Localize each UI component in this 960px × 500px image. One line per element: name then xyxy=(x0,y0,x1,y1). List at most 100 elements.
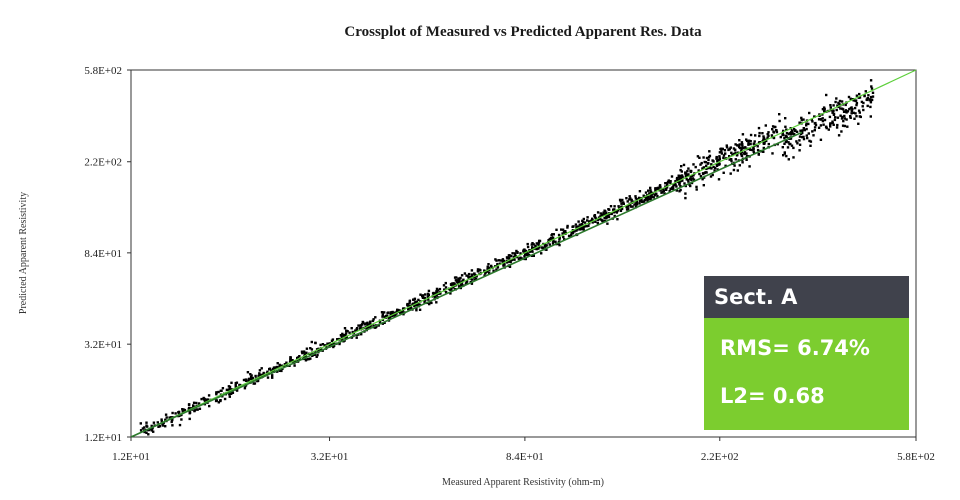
data-point xyxy=(239,383,242,387)
data-point xyxy=(381,313,384,316)
data-point xyxy=(862,101,865,105)
data-point xyxy=(431,292,435,295)
data-point xyxy=(600,213,603,217)
data-point xyxy=(188,417,191,421)
data-point xyxy=(653,194,656,197)
data-point xyxy=(834,116,837,119)
data-point xyxy=(449,292,452,295)
data-point xyxy=(283,364,286,368)
data-point xyxy=(811,130,814,133)
data-point xyxy=(823,118,827,122)
data-point xyxy=(626,205,630,208)
data-point xyxy=(326,342,329,345)
data-point xyxy=(792,146,795,150)
data-point xyxy=(538,246,541,249)
data-point xyxy=(283,363,287,366)
data-point xyxy=(871,91,875,94)
data-point xyxy=(483,269,486,272)
data-point xyxy=(658,184,662,187)
data-point xyxy=(675,178,679,181)
data-point xyxy=(555,228,558,231)
data-point xyxy=(758,134,761,138)
data-point xyxy=(408,299,412,302)
data-point xyxy=(610,212,613,216)
data-point xyxy=(670,175,674,178)
data-point xyxy=(855,94,859,97)
data-point xyxy=(315,355,318,358)
data-point xyxy=(663,192,666,195)
data-point xyxy=(704,161,708,164)
x-axis-ticks: 1.2E+01 3.2E+01 8.4E+01 2.2E+02 5.8E+02 xyxy=(112,437,935,463)
data-point xyxy=(689,175,692,178)
plot-frame xyxy=(130,69,917,438)
data-point xyxy=(366,323,369,327)
data-point xyxy=(807,122,810,126)
data-point xyxy=(790,144,794,147)
data-point xyxy=(718,161,721,164)
data-point xyxy=(613,208,616,211)
data-point xyxy=(307,358,310,361)
data-point xyxy=(700,161,703,165)
data-point xyxy=(289,357,292,360)
data-point xyxy=(359,326,362,330)
data-point xyxy=(498,262,502,265)
data-point xyxy=(688,177,692,181)
data-point xyxy=(530,254,534,257)
data-point xyxy=(558,238,561,241)
data-point xyxy=(332,344,336,347)
data-point xyxy=(766,136,769,139)
data-point xyxy=(418,308,422,311)
data-point xyxy=(672,184,675,187)
data-point xyxy=(141,427,145,430)
data-point xyxy=(749,140,752,143)
y-tick-label: 3.2E+01 xyxy=(84,339,122,351)
data-point xyxy=(867,94,870,97)
data-point xyxy=(829,104,832,107)
data-point xyxy=(736,144,739,147)
y-axis-label: Predicted Apparent Resistivity xyxy=(18,192,29,314)
data-point xyxy=(802,118,805,121)
data-point xyxy=(749,133,753,137)
data-point xyxy=(535,247,538,251)
data-point xyxy=(145,421,148,424)
data-point xyxy=(844,109,848,112)
data-point xyxy=(689,184,692,188)
data-point xyxy=(680,170,683,173)
data-point xyxy=(582,225,585,228)
data-point xyxy=(557,242,560,245)
data-point xyxy=(531,246,534,250)
data-point xyxy=(444,290,448,294)
data-point xyxy=(228,385,232,389)
data-point xyxy=(537,243,540,247)
data-point xyxy=(434,295,437,299)
data-point xyxy=(395,310,398,313)
data-point xyxy=(677,174,680,177)
data-point xyxy=(785,154,788,158)
data-point xyxy=(742,146,745,150)
data-point xyxy=(844,103,847,107)
data-point xyxy=(687,180,690,183)
data-point xyxy=(412,302,415,306)
data-point xyxy=(181,408,184,411)
data-point xyxy=(858,111,861,114)
data-point xyxy=(698,156,701,159)
data-point xyxy=(594,216,597,219)
data-point xyxy=(314,341,317,345)
data-point xyxy=(669,187,672,190)
data-point xyxy=(688,183,691,186)
data-point xyxy=(152,421,156,424)
data-point xyxy=(276,370,279,373)
data-point xyxy=(752,146,755,149)
data-point xyxy=(785,128,788,131)
data-point xyxy=(762,135,765,138)
data-point xyxy=(719,147,722,151)
data-point xyxy=(591,217,594,220)
data-point xyxy=(787,158,790,161)
data-point xyxy=(840,117,844,120)
rms-value: RMS= 6.74% xyxy=(720,336,870,360)
data-point xyxy=(435,293,438,297)
data-point xyxy=(580,222,584,226)
data-point xyxy=(841,115,844,119)
x-tick-label: 5.8E+02 xyxy=(897,451,935,463)
data-point xyxy=(800,135,804,139)
